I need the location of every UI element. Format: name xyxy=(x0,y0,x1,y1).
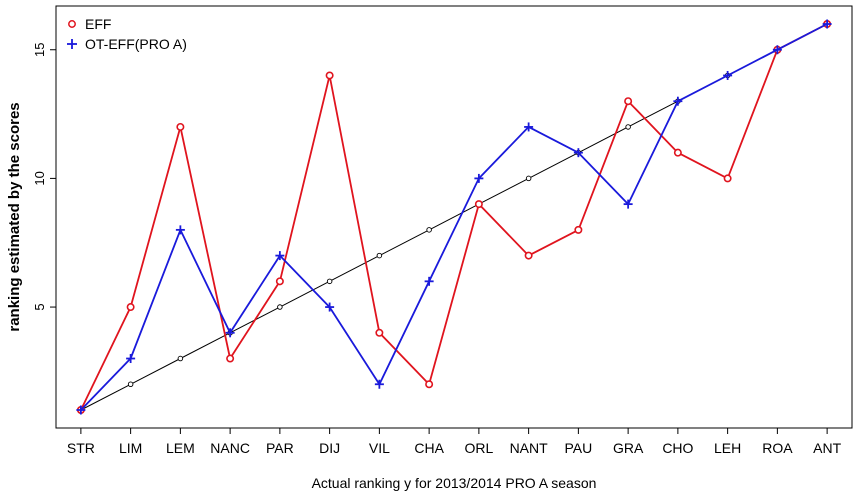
series-point xyxy=(175,225,185,235)
series-point xyxy=(275,251,285,261)
reference-point xyxy=(625,124,631,130)
x-tick-label: NANC xyxy=(210,440,250,456)
y-axis-label: ranking estimated by the scores xyxy=(6,102,23,331)
series-point xyxy=(524,251,533,260)
x-tick-label: LIM xyxy=(119,440,142,456)
series-point xyxy=(673,96,683,106)
legend-marker xyxy=(68,20,76,28)
series-point xyxy=(822,19,832,29)
reference-point xyxy=(376,252,383,259)
series-point xyxy=(126,354,136,364)
series-point xyxy=(325,71,334,80)
y-tick-label: 10 xyxy=(32,171,47,185)
reference-point xyxy=(525,175,532,182)
series-point xyxy=(623,199,633,209)
x-tick-label: STR xyxy=(67,440,95,456)
series-point xyxy=(374,379,384,389)
x-tick-label: PAU xyxy=(565,440,593,456)
x-tick-label: CHA xyxy=(414,440,444,456)
y-ticks: 5 10 15 xyxy=(32,43,56,311)
x-tick-label: CHO xyxy=(662,440,693,456)
x-tick-label: LEM xyxy=(166,440,195,456)
series-point xyxy=(474,200,483,209)
reference-point xyxy=(426,227,432,233)
series-point xyxy=(772,45,782,55)
legend-item: OT-EFF(PRO A) xyxy=(67,36,187,52)
legend-marker xyxy=(67,39,77,49)
series-point xyxy=(723,70,733,80)
x-tick-label: VIL xyxy=(369,440,390,456)
series-point xyxy=(226,354,235,363)
series-point xyxy=(126,303,135,312)
series-point xyxy=(424,276,434,286)
series-point xyxy=(325,302,335,312)
legend-label: EFF xyxy=(85,16,111,32)
x-tick-label: GRA xyxy=(613,440,644,456)
series-point xyxy=(573,148,583,158)
reference-point xyxy=(177,355,184,362)
reference-point xyxy=(326,278,333,285)
x-tick-label: PAR xyxy=(266,440,294,456)
series-point xyxy=(176,122,185,131)
x-ticks: STR LIM LEM NANC PAR DIJ VIL CHA ORL NANT PAU GRA CH… xyxy=(67,428,842,456)
reference-point xyxy=(127,381,134,388)
legend-item: EFF xyxy=(68,16,111,32)
x-axis-label: Actual ranking y for 2013/2014 PRO A sea… xyxy=(312,475,597,491)
series-point xyxy=(524,122,534,132)
series-point xyxy=(375,328,384,337)
x-tick-label: NANT xyxy=(510,440,549,456)
y-tick-label: 15 xyxy=(32,43,47,57)
series-point xyxy=(673,148,682,157)
legend-label: OT-EFF(PRO A) xyxy=(85,36,187,52)
series-point xyxy=(76,405,86,415)
series-point xyxy=(624,97,633,106)
x-tick-label: ORL xyxy=(464,440,493,456)
series-point xyxy=(425,380,434,389)
x-tick-label: LEH xyxy=(714,440,741,456)
x-tick-label: ROA xyxy=(762,440,793,456)
series-line xyxy=(80,23,828,411)
series-point xyxy=(225,328,235,338)
series-point xyxy=(275,277,284,286)
legend: EFF OT-EFF(PRO A) xyxy=(67,16,187,52)
y-tick-label: 5 xyxy=(32,303,47,310)
series-point xyxy=(574,225,583,234)
x-tick-label: ANT xyxy=(813,440,841,456)
plot-frame xyxy=(55,5,853,429)
series-line xyxy=(80,23,828,411)
reference-point xyxy=(277,304,283,310)
series-point xyxy=(723,174,732,183)
series-group xyxy=(76,19,832,415)
series-point xyxy=(474,173,484,183)
x-tick-label: DIJ xyxy=(319,440,340,456)
